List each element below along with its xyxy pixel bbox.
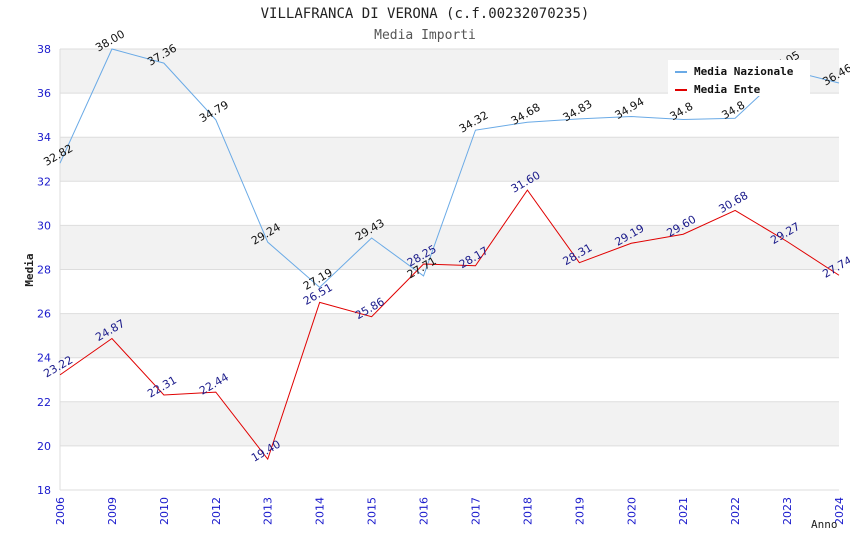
legend-label-media-ente: Media Ente	[694, 83, 761, 96]
x-tick-label: 2021	[677, 497, 690, 525]
y-tick-label: 28	[37, 264, 51, 277]
y-tick-label: 38	[37, 43, 51, 56]
legend-box	[668, 60, 810, 96]
x-tick-label: 2022	[729, 497, 742, 525]
x-tick-label: 2012	[210, 497, 223, 525]
x-axis-label: Anno	[811, 518, 838, 531]
x-tick-label: 2020	[625, 497, 638, 525]
grid-bands	[59, 48, 839, 491]
y-tick-label: 20	[37, 440, 51, 453]
legend-label-media-nazionale: Media Nazionale	[694, 65, 794, 78]
x-tick-label: 2014	[314, 497, 327, 525]
series-lines	[59, 48, 840, 461]
y-axis-label: Media	[23, 253, 36, 286]
x-tick-label: 2013	[262, 497, 275, 525]
x-tick-label: 2017	[469, 497, 482, 525]
series-line-media-nazionale	[59, 48, 840, 289]
series-line-media-ente	[59, 189, 840, 461]
y-tick-label: 24	[37, 352, 51, 365]
y-axis-ticks: 18 20 22 24 26 28 30 32 34 36 38	[37, 43, 51, 497]
chart-title: VILLAFRANCA DI VERONA (c.f.00232070235)	[261, 6, 590, 22]
y-tick-label: 36	[37, 87, 51, 100]
y-tick-label: 18	[37, 484, 51, 497]
legend: Media Nazionale Media Ente	[668, 60, 810, 96]
grid-band	[60, 225, 839, 270]
x-tick-label: 2018	[521, 497, 534, 525]
grid-band	[60, 357, 839, 402]
y-tick-label: 26	[37, 308, 51, 321]
x-axis-ticks: 2006 2009 2010 2012 2013 2014 2015 2016 2017 2018…	[54, 497, 846, 525]
x-tick-label: 2009	[106, 497, 119, 525]
grid-band	[60, 445, 839, 490]
x-tick-label: 2006	[54, 497, 67, 525]
x-tick-label: 2024	[833, 497, 846, 525]
grid-band	[60, 401, 839, 446]
grid-band	[60, 137, 839, 182]
x-tick-label: 2023	[781, 497, 794, 525]
x-tick-label: 2015	[366, 497, 379, 525]
chart-subtitle: Media Importi	[374, 28, 476, 43]
x-tick-label: 2019	[573, 497, 586, 525]
grid-band	[60, 313, 839, 358]
y-tick-label: 30	[37, 219, 51, 232]
y-tick-label: 22	[37, 396, 51, 409]
y-tick-label: 32	[37, 175, 51, 188]
x-tick-label: 2016	[418, 497, 431, 525]
grid-band	[60, 269, 839, 314]
y-tick-label: 34	[37, 131, 51, 144]
grid-band	[60, 93, 839, 138]
x-tick-label: 2010	[158, 497, 171, 525]
